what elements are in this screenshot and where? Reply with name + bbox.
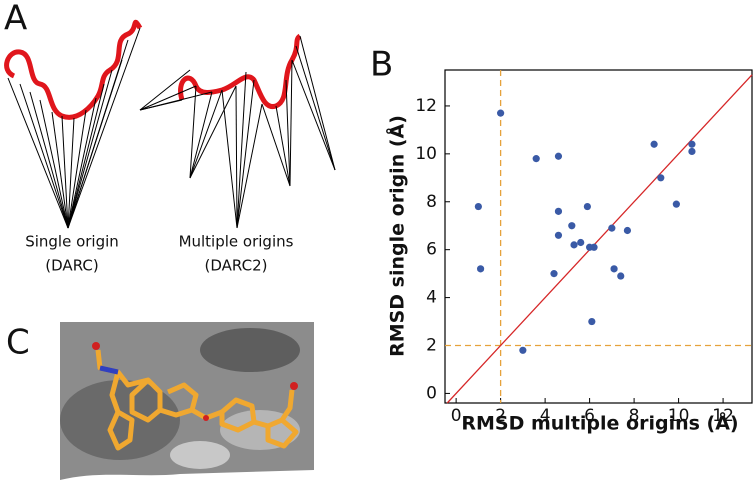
point bbox=[672, 200, 680, 208]
y-tick-label: 6 bbox=[426, 240, 437, 260]
fan-line bbox=[67, 117, 75, 229]
point bbox=[577, 238, 585, 247]
point bbox=[650, 140, 658, 148]
fan-line bbox=[51, 111, 69, 229]
x-tick-label: 6 bbox=[584, 406, 595, 426]
point bbox=[608, 224, 616, 232]
ligand bbox=[219, 389, 299, 449]
ligand-atom bbox=[203, 415, 209, 421]
point bbox=[610, 265, 618, 273]
y-tick-label: 4 bbox=[426, 288, 437, 308]
caption: Multiple origins bbox=[179, 233, 294, 251]
y-tick-label: 12 bbox=[415, 96, 437, 116]
panel-label: B bbox=[370, 45, 393, 85]
surface-curve bbox=[178, 33, 302, 110]
point bbox=[554, 231, 563, 239]
fan-line bbox=[139, 85, 197, 111]
point bbox=[568, 222, 576, 230]
point bbox=[583, 202, 591, 211]
x-tick-label: 10 bbox=[668, 406, 690, 426]
x-tick-label: 4 bbox=[540, 406, 551, 426]
point bbox=[657, 174, 665, 182]
fan-line bbox=[295, 45, 336, 171]
fan-line bbox=[236, 71, 247, 229]
fan-line bbox=[189, 89, 223, 179]
fan-line bbox=[236, 103, 263, 229]
diagonal bbox=[446, 74, 753, 404]
fan-line bbox=[67, 83, 105, 229]
point bbox=[590, 243, 598, 251]
plot-frame bbox=[444, 69, 753, 404]
point bbox=[474, 202, 482, 211]
fan-line bbox=[285, 79, 291, 187]
point bbox=[554, 207, 563, 215]
x-axis-title: RMSD multiple origins (Å) bbox=[461, 411, 738, 435]
point bbox=[519, 346, 527, 354]
caption: (DARC) bbox=[45, 257, 98, 275]
fan-line bbox=[39, 99, 69, 229]
fan-line bbox=[19, 83, 69, 229]
fan-line bbox=[61, 115, 69, 229]
point bbox=[617, 272, 625, 280]
ligand-atom bbox=[290, 382, 298, 390]
panel-label: A bbox=[4, 0, 27, 39]
surface-curve bbox=[4, 19, 143, 120]
point bbox=[688, 140, 696, 148]
point bbox=[570, 241, 578, 249]
fan-line bbox=[236, 79, 255, 229]
ligand-atom bbox=[99, 365, 119, 375]
fan-line bbox=[139, 91, 213, 111]
y-tick-label: 2 bbox=[426, 336, 437, 356]
point bbox=[476, 265, 485, 273]
fan-line bbox=[221, 89, 238, 229]
diagram: Single origin (DARC) Multiple origins (D… bbox=[4, 19, 336, 275]
point bbox=[497, 109, 505, 117]
fan-line bbox=[299, 35, 336, 171]
point bbox=[623, 226, 632, 235]
protein-image bbox=[60, 322, 314, 480]
caption: (DARC2) bbox=[205, 257, 268, 275]
ligand-atom bbox=[92, 342, 100, 350]
point bbox=[688, 147, 696, 156]
y-tick-label: 10 bbox=[415, 144, 437, 164]
fan-line bbox=[235, 85, 238, 229]
fan-line bbox=[291, 59, 336, 171]
x-tick-label: 12 bbox=[712, 406, 734, 426]
fan-line bbox=[67, 109, 87, 229]
fan-line bbox=[67, 39, 129, 229]
fan-line bbox=[67, 27, 141, 229]
fan-line bbox=[189, 85, 197, 179]
x-tick-label: 8 bbox=[629, 406, 640, 426]
panel-label: C bbox=[6, 323, 30, 363]
point bbox=[588, 317, 596, 326]
y-axis-title: RMSD single origin (Å) bbox=[385, 115, 409, 357]
fan-line bbox=[189, 91, 213, 179]
caption: Single origin bbox=[25, 233, 119, 251]
surface-shade bbox=[170, 441, 230, 469]
point bbox=[532, 155, 540, 163]
y-tick-label: 8 bbox=[426, 192, 437, 212]
fan-line bbox=[7, 77, 69, 229]
fan-line bbox=[275, 105, 291, 187]
surface-shade bbox=[200, 328, 300, 372]
fan-line bbox=[67, 69, 113, 229]
x-tick-label: 2 bbox=[495, 406, 506, 426]
ligand bbox=[107, 371, 135, 451]
fan-line bbox=[139, 69, 191, 111]
fan-line bbox=[261, 103, 291, 187]
point bbox=[550, 270, 558, 278]
fan-line bbox=[289, 59, 293, 187]
x-tick-label: 0 bbox=[451, 406, 462, 426]
fan-line bbox=[67, 97, 97, 229]
surface-shade bbox=[60, 380, 180, 460]
point bbox=[554, 152, 563, 160]
fan-line bbox=[189, 85, 237, 179]
fan-line bbox=[29, 91, 69, 229]
y-tick-label: 0 bbox=[426, 383, 437, 403]
